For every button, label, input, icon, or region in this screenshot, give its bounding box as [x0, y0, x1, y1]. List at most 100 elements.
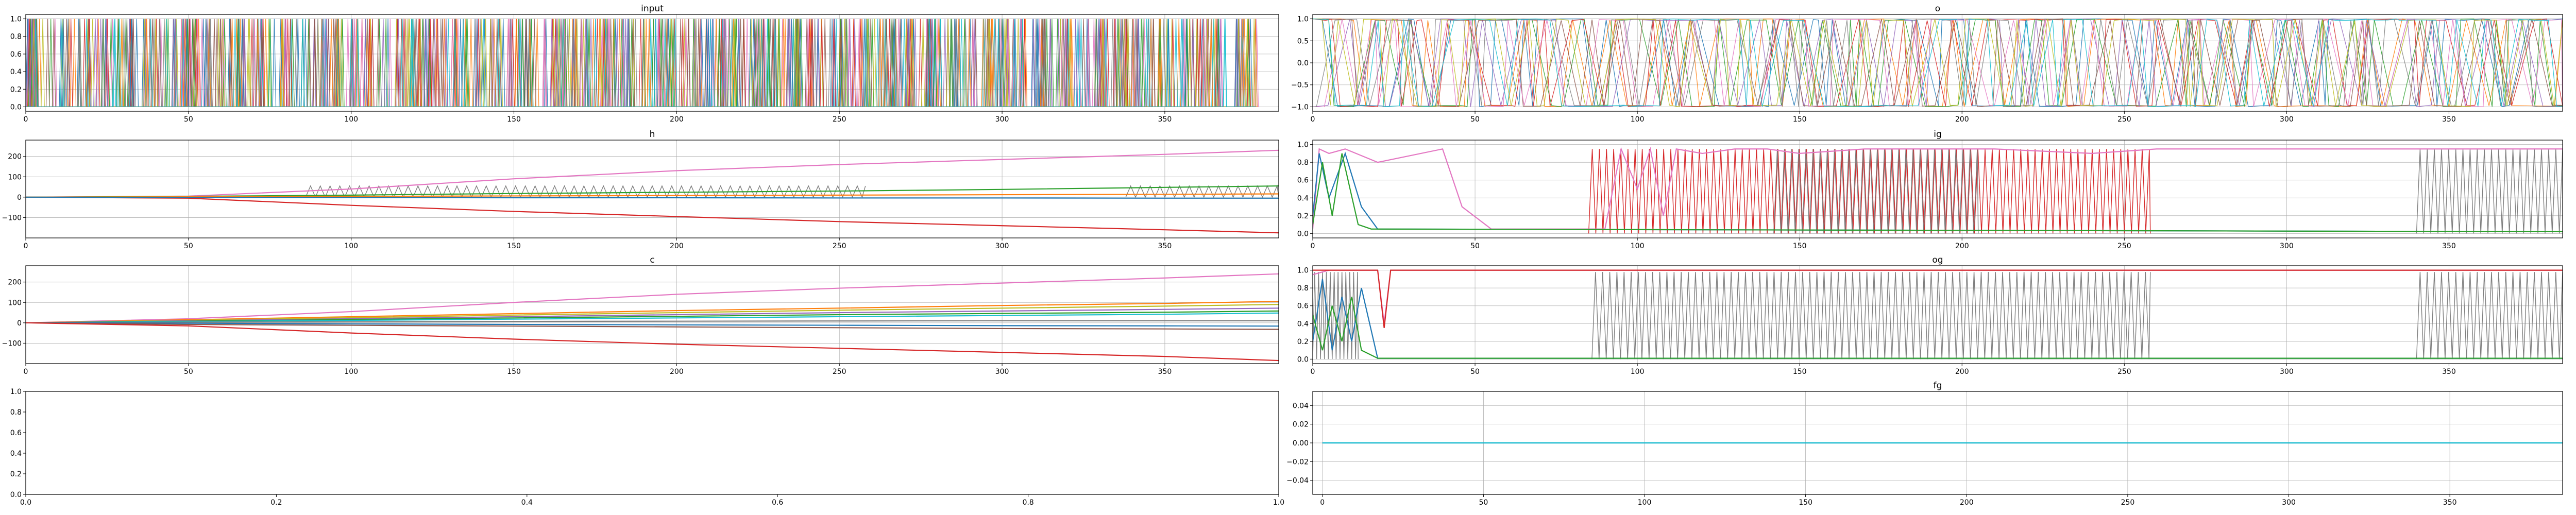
- y-tick-label: 0.8: [10, 33, 22, 41]
- plot-area: [26, 19, 1259, 108]
- series-line-6: [26, 312, 1279, 323]
- series-line-7: [26, 320, 1279, 323]
- x-tick-label: 100: [1631, 115, 1645, 124]
- series-line-3: [26, 19, 1256, 108]
- series-line-40: [26, 19, 1256, 108]
- x-tick-label: 200: [1955, 115, 1969, 124]
- y-tick-label: 0: [17, 194, 22, 202]
- y-tick-label: 0.4: [10, 68, 22, 76]
- x-tick-label: 250: [833, 115, 846, 124]
- chart-fg: 0 50 100 150 200 250 300 350 −0.04 −0.02 0.00 0.02 0…: [1286, 381, 2563, 507]
- y-tick-label: 0: [17, 319, 22, 328]
- y-tick-label: 1.0: [10, 388, 22, 396]
- x-tick-label: 100: [1631, 242, 1645, 250]
- x-tick-label: 200: [1960, 499, 1974, 507]
- x-tick-label: 0.6: [772, 499, 783, 507]
- y-tick-label: 200: [8, 153, 22, 161]
- y-tick-label: 100: [8, 173, 22, 181]
- chart-title: fg: [1934, 381, 1942, 391]
- x-tick-label: 350: [2442, 368, 2456, 376]
- x-tick-label: 250: [2117, 242, 2131, 250]
- series-line-2: [1313, 269, 2563, 329]
- x-tick-label: 0: [1320, 499, 1325, 507]
- oscillation-line-1: [1125, 184, 1279, 198]
- y-tick-label: 0.8: [10, 408, 22, 417]
- y-tick-label: 0.2: [1297, 212, 1309, 220]
- x-tick-label: 350: [2443, 499, 2457, 507]
- series-line-2: [26, 196, 1279, 234]
- x-tick-label: 50: [184, 368, 193, 376]
- axes-frame: [25, 140, 1279, 238]
- chart-title: ig: [1934, 129, 1942, 140]
- x-tick-label: 150: [507, 242, 521, 250]
- series-line-9: [1313, 18, 2563, 108]
- plot-area: [26, 149, 1279, 234]
- x-tick-label: 300: [2282, 499, 2296, 507]
- y-tick-label: 0.4: [10, 450, 22, 458]
- x-tick-label: 200: [670, 368, 684, 376]
- x-tick-label: 300: [995, 368, 1009, 376]
- x-tick-label: 250: [2121, 499, 2135, 507]
- x-tick-label: 100: [344, 368, 358, 376]
- x-tick-label: 1.0: [1273, 499, 1284, 507]
- x-tick-label: 350: [2442, 242, 2456, 250]
- y-tick-label: −100: [2, 214, 22, 222]
- y-tick-label: 0.0: [1297, 59, 1309, 67]
- x-tick-label: 50: [1470, 115, 1480, 124]
- y-tick-label: −0.04: [1286, 477, 1309, 485]
- x-tick-label: 250: [833, 242, 846, 250]
- series-line-8: [26, 322, 1279, 327]
- x-tick-label: 350: [1158, 242, 1172, 250]
- y-tick-label: 1.0: [1297, 267, 1309, 275]
- x-tick-label: 350: [2442, 115, 2456, 124]
- y-tick-label: 0.8: [1297, 159, 1309, 167]
- x-tick-label: 100: [1638, 499, 1652, 507]
- series-line-4: [26, 193, 1279, 198]
- series-line-1: [26, 149, 1279, 198]
- oscillation-line-2: [2416, 272, 2563, 359]
- plot-area: [1313, 269, 2563, 359]
- chart-title: h: [650, 129, 655, 140]
- series-line-3: [26, 304, 1279, 323]
- y-tick-label: 0.6: [10, 429, 22, 437]
- x-tick-label: 150: [1793, 242, 1807, 250]
- series-line-33: [26, 19, 1256, 108]
- series-line-1: [26, 273, 1279, 323]
- x-tick-label: 50: [1470, 242, 1480, 250]
- x-tick-label: 0: [24, 242, 28, 250]
- series-line-4: [1313, 297, 2563, 359]
- y-tick-label: 0.0: [10, 491, 22, 499]
- x-tick-label: 150: [507, 368, 521, 376]
- y-tick-label: 1.0: [1297, 141, 1309, 149]
- x-tick-label: 0: [1311, 115, 1315, 124]
- chart-ig: 0 50 100 150 200 250 300 350 0.0 0.2 0.4 0.6 0.8 1.0 i…: [1297, 129, 2563, 250]
- series-line-3: [26, 185, 1279, 198]
- axes-frame: [1312, 140, 2563, 238]
- y-tick-label: 0.4: [1297, 194, 1309, 202]
- y-tick-label: −0.5: [1291, 81, 1309, 90]
- x-tick-label: 300: [995, 242, 1009, 250]
- x-tick-label: 150: [507, 115, 521, 124]
- x-tick-label: 0: [24, 368, 28, 376]
- x-tick-label: 300: [2280, 368, 2294, 376]
- series-line-17: [26, 19, 1256, 108]
- axes-frame: [25, 391, 1279, 495]
- x-tick-label: 250: [2117, 115, 2131, 124]
- series-line-9: [26, 322, 1279, 330]
- y-tick-label: 100: [8, 299, 22, 307]
- y-tick-label: −100: [2, 339, 22, 348]
- chart-o: 0 50 100 150 200 250 300 350 −1.0 −0.5 0.0 0.5 1.0 o: [1291, 4, 2563, 124]
- chart-c: 0 50 100 150 200 250 300 350 −100 0 100 200 c: [2, 255, 1279, 376]
- y-tick-label: 1.0: [1297, 15, 1309, 24]
- plot-area: [1313, 146, 2563, 234]
- x-tick-label: 0.2: [270, 499, 282, 507]
- series-line-5: [26, 196, 1279, 199]
- series-line-1: [1313, 269, 2563, 324]
- axes-frame: [25, 14, 1279, 112]
- x-tick-label: 150: [1793, 368, 1807, 376]
- series-line-10: [26, 322, 1279, 362]
- chart-title: og: [1932, 255, 1943, 265]
- x-tick-label: 350: [1158, 115, 1172, 124]
- y-tick-label: −1.0: [1291, 103, 1309, 111]
- oscillation-line-3: [2416, 149, 2563, 234]
